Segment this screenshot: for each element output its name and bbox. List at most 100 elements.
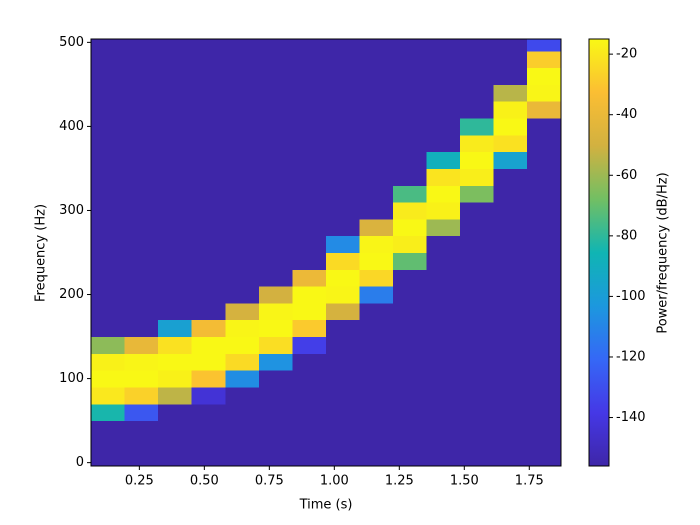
x-tick-label: 1.75 — [515, 474, 544, 489]
heatmap-cell — [191, 67, 226, 85]
heatmap-cell — [493, 118, 528, 136]
heatmap-cell — [325, 269, 360, 287]
heatmap-cell — [158, 118, 193, 136]
heatmap-cell — [91, 286, 126, 304]
heatmap-cell — [426, 336, 461, 354]
heatmap-cell — [359, 151, 394, 169]
heatmap-cell — [325, 168, 360, 186]
heatmap-cell — [392, 454, 427, 466]
heatmap-cell — [292, 302, 327, 321]
heatmap-cell — [292, 437, 327, 455]
heatmap-cell — [91, 39, 126, 52]
heatmap-cell — [527, 39, 561, 52]
heatmap-cell — [225, 151, 260, 169]
plot-frame — [90, 38, 562, 467]
heatmap-cell — [91, 302, 126, 321]
heatmap-cell — [460, 269, 495, 287]
heatmap-cell — [91, 50, 126, 69]
heatmap-cell — [191, 252, 226, 270]
heatmap-cell — [191, 269, 226, 287]
heatmap-cell — [292, 50, 327, 69]
heatmap-cell — [124, 302, 159, 321]
heatmap-cell — [91, 84, 126, 102]
heatmap-cell — [426, 185, 461, 203]
heatmap-cell — [359, 50, 394, 69]
heatmap-cell — [325, 386, 360, 405]
heatmap-cell — [225, 67, 260, 85]
heatmap-cell — [527, 185, 561, 203]
heatmap-cell — [527, 386, 561, 405]
heatmap-cell — [325, 319, 360, 338]
heatmap-cell — [292, 269, 327, 287]
heatmap-cell — [191, 319, 226, 338]
heatmap-cell — [426, 218, 461, 237]
heatmap-cell — [426, 67, 461, 85]
heatmap-cell — [359, 67, 394, 85]
heatmap-cell — [258, 50, 293, 69]
heatmap-cell — [493, 420, 528, 438]
heatmap-cell — [493, 252, 528, 270]
heatmap-cell — [325, 420, 360, 438]
heatmap-cell — [325, 336, 360, 354]
heatmap-cell — [426, 386, 461, 405]
heatmap-cell — [493, 168, 528, 186]
heatmap-cell — [124, 118, 159, 136]
heatmap-cell — [426, 420, 461, 438]
heatmap-cell — [527, 252, 561, 270]
heatmap-cell — [392, 319, 427, 338]
heatmap-cell — [91, 101, 126, 119]
heatmap-cell — [124, 218, 159, 237]
heatmap-cell — [359, 84, 394, 102]
heatmap-cell — [392, 386, 427, 405]
heatmap-cell — [359, 235, 394, 253]
heatmap-cell — [292, 252, 327, 270]
heatmap-cell — [325, 218, 360, 237]
heatmap-cell — [258, 202, 293, 220]
heatmap-cell — [426, 370, 461, 388]
heatmap-cell — [191, 370, 226, 388]
heatmap-cell — [426, 235, 461, 253]
heatmap-cell — [392, 118, 427, 136]
x-tick-label: 1.50 — [450, 474, 479, 489]
heatmap-cell — [493, 50, 528, 69]
heatmap-cell — [225, 218, 260, 237]
heatmap-cell — [292, 134, 327, 153]
heatmap-cell — [158, 202, 193, 220]
heatmap-cell — [124, 185, 159, 203]
heatmap-cell — [325, 286, 360, 304]
heatmap-cell — [493, 269, 528, 287]
heatmap-cell — [359, 39, 394, 52]
colorbar-tick-label: -140 — [616, 410, 646, 425]
heatmap-cell — [527, 403, 561, 422]
heatmap-cell — [91, 185, 126, 203]
heatmap-cell — [258, 168, 293, 186]
heatmap-cell — [225, 39, 260, 52]
heatmap-cell — [158, 403, 193, 422]
heatmap-cell — [493, 218, 528, 237]
heatmap-cell — [91, 269, 126, 287]
heatmap-cell — [460, 302, 495, 321]
heatmap-cell — [124, 386, 159, 405]
heatmap-cell — [392, 420, 427, 438]
heatmap-cell — [460, 403, 495, 422]
heatmap-cell — [91, 420, 126, 438]
heatmap-cell — [225, 386, 260, 405]
heatmap-cell — [191, 454, 226, 466]
heatmap-cell — [158, 454, 193, 466]
heatmap-cell — [158, 420, 193, 438]
heatmap-cell — [493, 185, 528, 203]
heatmap-cell — [258, 302, 293, 321]
heatmap-cell — [258, 336, 293, 354]
heatmap-cell — [325, 202, 360, 220]
heatmap-cell — [359, 302, 394, 321]
heatmap-cell — [493, 454, 528, 466]
heatmap-cell — [225, 420, 260, 438]
heatmap-cell — [392, 403, 427, 422]
heatmap-cell — [158, 235, 193, 253]
heatmap-cell — [158, 151, 193, 169]
heatmap-cell — [527, 84, 561, 102]
heatmap-cell — [124, 269, 159, 287]
heatmap-cell — [91, 235, 126, 253]
heatmap-cell — [158, 370, 193, 388]
heatmap-cell — [124, 235, 159, 253]
